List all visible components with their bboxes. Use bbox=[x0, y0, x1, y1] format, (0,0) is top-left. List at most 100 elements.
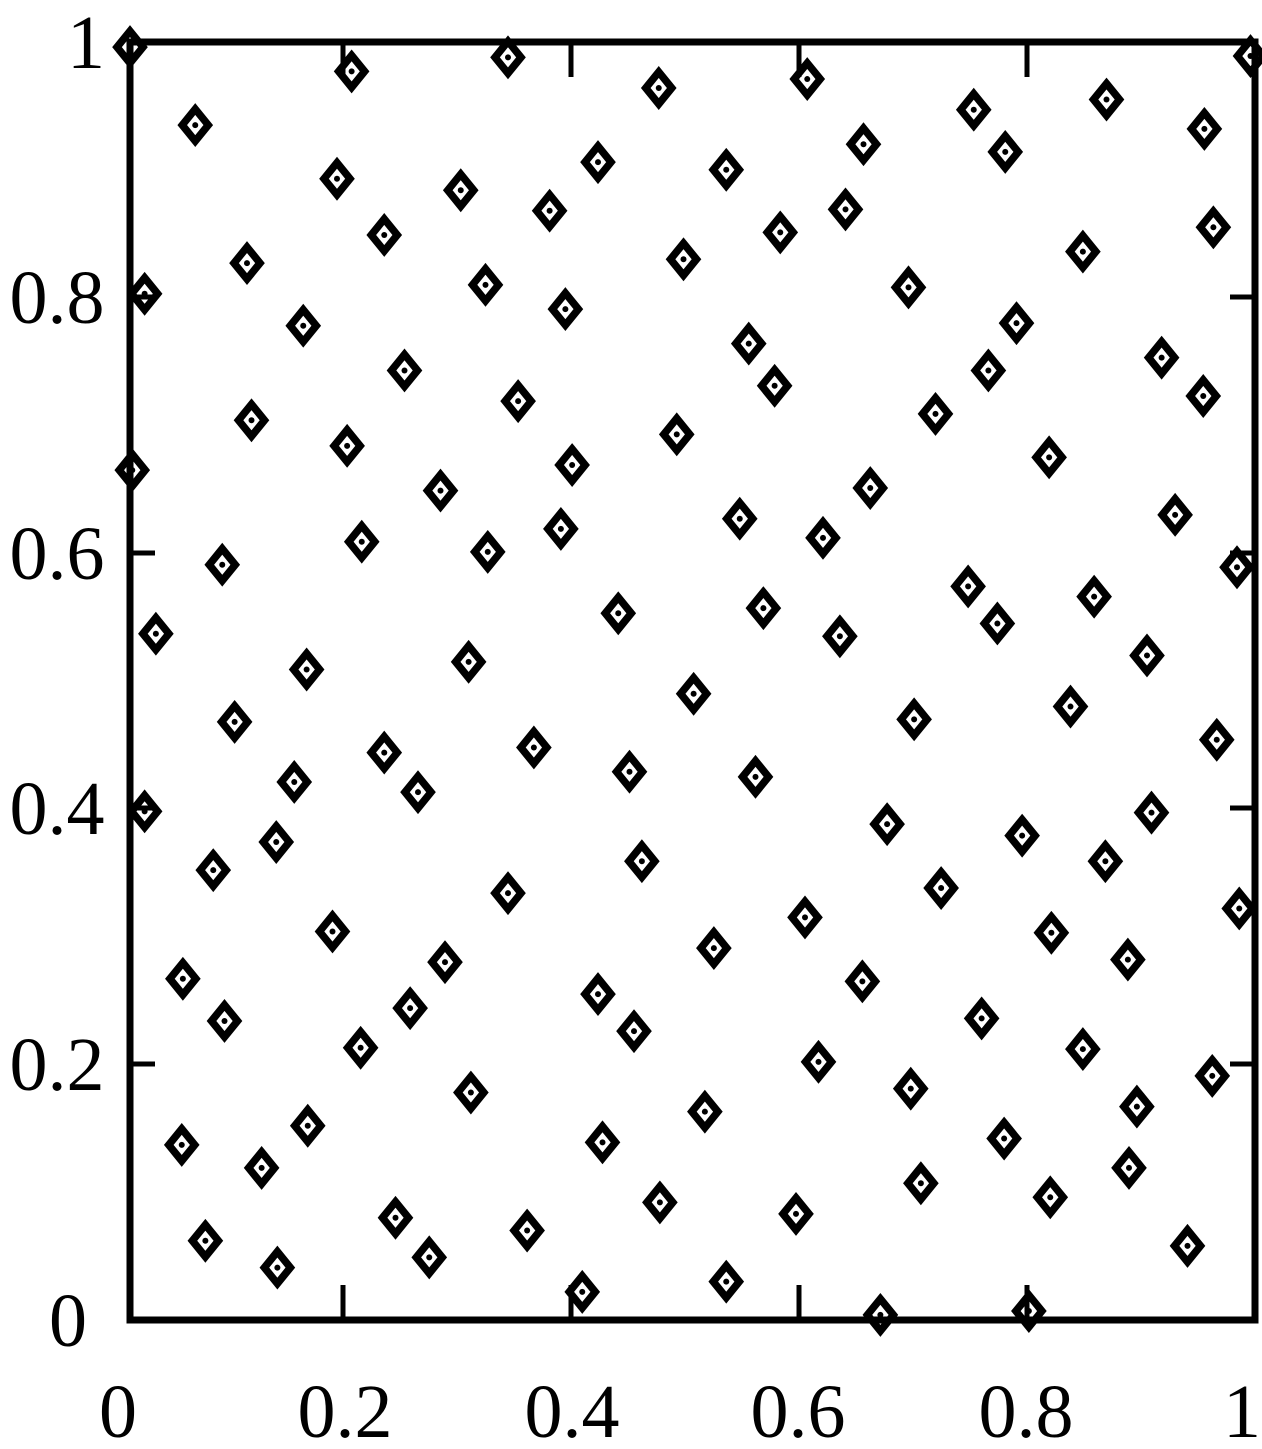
scatter-point bbox=[126, 271, 163, 316]
scatter-point bbox=[1088, 77, 1125, 122]
scatter-point bbox=[1011, 1289, 1047, 1334]
scatter-point bbox=[377, 1195, 414, 1240]
scatter-point bbox=[509, 1208, 545, 1253]
y-tick-label: 0.6 bbox=[10, 512, 105, 596]
scatter-point bbox=[917, 391, 954, 436]
scatter-point bbox=[289, 1103, 326, 1148]
scatter-point bbox=[955, 87, 992, 132]
scatter-point bbox=[762, 210, 799, 255]
scatter-point bbox=[986, 1116, 1022, 1161]
scatter-point bbox=[386, 348, 423, 393]
scatter-point bbox=[696, 926, 732, 971]
scatter-point bbox=[624, 839, 660, 884]
scatter-point bbox=[1111, 1145, 1147, 1190]
scatter-point bbox=[1198, 717, 1235, 762]
y-tick-label: 0.2 bbox=[10, 1023, 105, 1107]
scatter-point bbox=[288, 647, 325, 692]
scatter-point bbox=[616, 1009, 652, 1054]
scatter-point bbox=[721, 496, 758, 541]
scatter-point bbox=[687, 1089, 723, 1134]
scatter-point bbox=[737, 754, 774, 799]
scatter-point bbox=[1052, 684, 1089, 729]
scatter-point bbox=[366, 730, 403, 775]
x-tick-label: 0 bbox=[99, 1370, 137, 1449]
scatter-point bbox=[1087, 839, 1124, 884]
scatter-point bbox=[427, 940, 463, 985]
scatter-point bbox=[923, 866, 959, 910]
scatter-point bbox=[442, 168, 479, 213]
scatter-point bbox=[845, 122, 882, 167]
scatter-point bbox=[675, 671, 712, 716]
scatter-point bbox=[138, 611, 174, 656]
scatter-point bbox=[1076, 574, 1112, 619]
scatter-point bbox=[979, 601, 1016, 646]
scatter-point bbox=[869, 802, 905, 847]
scatter-point bbox=[411, 1235, 448, 1280]
scatter-point bbox=[822, 614, 858, 659]
scatter-point bbox=[112, 25, 148, 70]
scatter-point bbox=[787, 895, 823, 940]
x-tick-label: 0.2 bbox=[298, 1370, 393, 1449]
y-tick-label: 1 bbox=[67, 1, 105, 85]
scatter-point bbox=[1157, 492, 1193, 537]
scatter-point bbox=[422, 468, 459, 513]
scatter-point bbox=[827, 187, 864, 232]
scatter-point bbox=[658, 412, 695, 457]
scatter-point bbox=[584, 1120, 621, 1165]
scatter-point bbox=[1195, 205, 1232, 250]
scatter-point bbox=[333, 49, 370, 94]
scatter-point bbox=[490, 871, 526, 916]
scatter-point bbox=[258, 820, 295, 864]
scatter-point bbox=[708, 147, 745, 192]
scatter-point bbox=[1232, 34, 1262, 79]
scatter-point bbox=[1194, 1053, 1231, 1098]
scatter-point bbox=[177, 103, 214, 148]
x-tick-label: 0.4 bbox=[525, 1370, 620, 1449]
scatter-point bbox=[1129, 633, 1165, 678]
scatter-point bbox=[580, 972, 616, 1017]
scatter-point bbox=[543, 506, 579, 551]
scatter-point bbox=[490, 35, 526, 80]
scatter-point bbox=[852, 466, 889, 510]
scatter-point bbox=[1032, 1175, 1069, 1220]
scatter-point bbox=[1110, 937, 1146, 982]
plot-frame bbox=[126, 38, 1259, 1324]
scatter-point bbox=[1169, 1223, 1206, 1268]
scatter-point bbox=[844, 959, 881, 1004]
scatter-point bbox=[500, 379, 536, 424]
scatter-point bbox=[319, 156, 355, 201]
scatter-point bbox=[642, 1180, 678, 1225]
scatter-point bbox=[1185, 374, 1222, 418]
scatter-point bbox=[342, 1025, 379, 1070]
x-tick-label: 0.8 bbox=[979, 1370, 1074, 1449]
scatter-point bbox=[987, 129, 1024, 174]
scatter-point bbox=[392, 986, 428, 1031]
scatter-point bbox=[665, 237, 702, 282]
scatter-point bbox=[756, 363, 793, 408]
scatter-point bbox=[216, 699, 253, 744]
scatter-point bbox=[229, 241, 265, 286]
scatter-point bbox=[1186, 106, 1223, 151]
scatter-point bbox=[1221, 886, 1258, 931]
scatter-point bbox=[206, 999, 243, 1043]
scatter-point bbox=[400, 770, 436, 815]
scatter-point bbox=[1033, 910, 1070, 955]
scatter-point bbox=[126, 789, 163, 834]
x-axis-ticks bbox=[340, 42, 1030, 1320]
scatter-point bbox=[547, 287, 584, 332]
scatter-point bbox=[469, 529, 506, 574]
scatter-point bbox=[1133, 790, 1170, 835]
scatter-point bbox=[1065, 229, 1101, 274]
x-tick-label: 1 bbox=[1223, 1370, 1261, 1449]
scatter-point bbox=[896, 697, 932, 742]
scatter-point bbox=[1031, 435, 1067, 480]
scatter-point bbox=[778, 1191, 814, 1236]
scatter-point bbox=[892, 1066, 929, 1111]
scatter-point bbox=[800, 1039, 837, 1084]
scatter-point bbox=[531, 188, 568, 233]
scatter-point bbox=[114, 448, 151, 493]
scatter-point bbox=[950, 564, 986, 609]
scatter-point bbox=[1065, 1027, 1101, 1072]
scatter-point bbox=[789, 57, 826, 102]
